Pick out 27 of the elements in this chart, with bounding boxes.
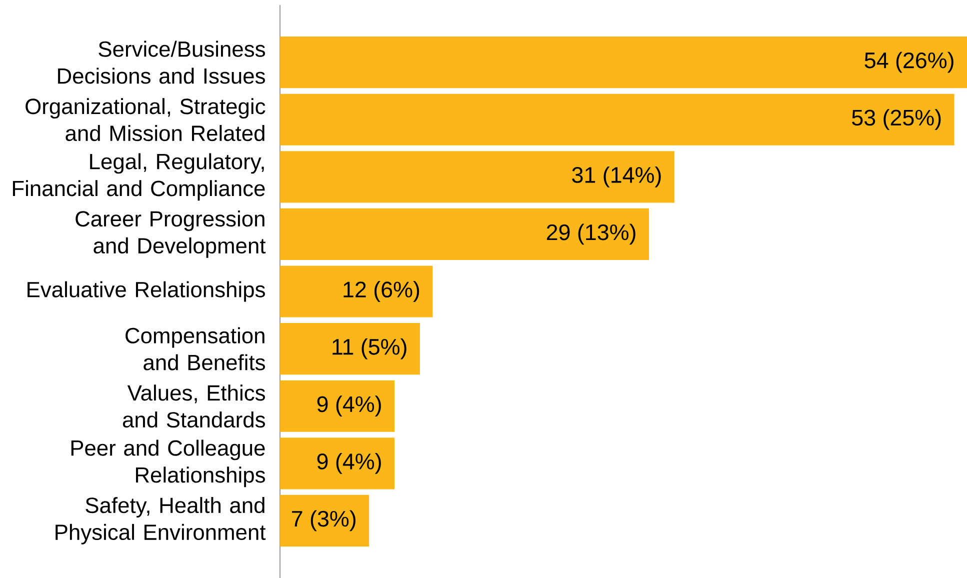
y-tick-label: Safety, Health and Physical Environment — [56, 497, 266, 544]
data-label: 54 (26%) — [864, 52, 954, 73]
bar — [280, 380, 394, 432]
bar — [280, 266, 433, 318]
y-tick-label: Career Progression and Development — [76, 210, 266, 258]
y-tick-label: Legal, Regulatory, Financial and Compliance — [12, 153, 265, 201]
data-label: 31 (14%) — [572, 166, 661, 188]
bar — [280, 323, 420, 375]
data-label: 11 (5%) — [332, 338, 406, 360]
data-label: 9 (4%) — [317, 396, 381, 417]
y-tick-label: Organizational, Strategic and Mission Related — [26, 98, 266, 142]
data-label: 53 (25%) — [852, 109, 941, 130]
y-tick-label: Service/Business Decisions and Issues — [58, 40, 265, 84]
data-label: 12 (6%) — [344, 281, 420, 302]
bar — [280, 494, 370, 546]
bar — [280, 36, 967, 88]
y-tick-label: Evaluative Relationships — [28, 281, 265, 302]
data-label: 9 (4%) — [317, 452, 381, 474]
bar — [280, 94, 954, 146]
y-tick-label: Values, Ethics and Standards — [122, 384, 265, 428]
data-label: 7 (3%) — [292, 510, 356, 532]
y-tick-label: Peer and Colleague Relationships — [71, 440, 265, 488]
bar — [280, 208, 649, 260]
data-label: 29 (13%) — [546, 224, 636, 245]
y-tick-label: Compensation and Benefits — [126, 327, 265, 370]
bar — [280, 151, 674, 203]
bar — [280, 438, 394, 490]
